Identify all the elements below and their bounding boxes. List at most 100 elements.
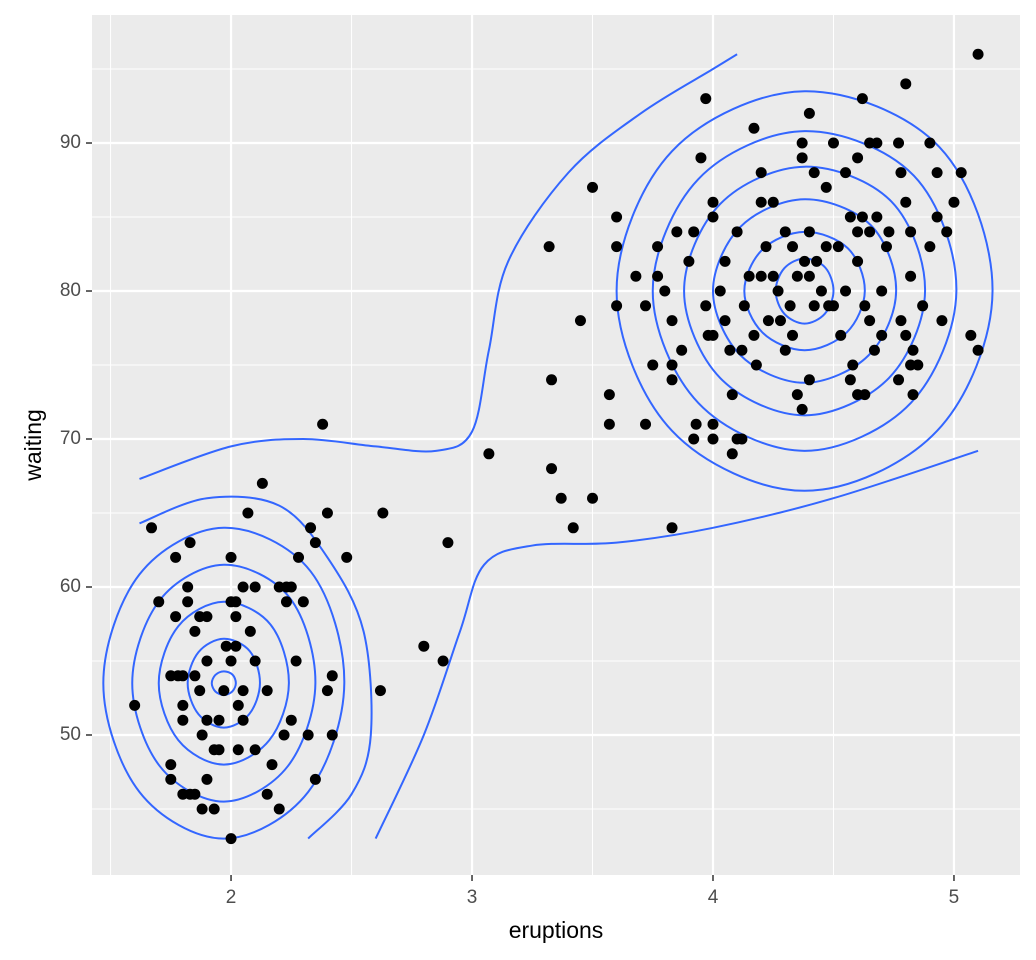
point — [726, 448, 738, 460]
point — [868, 344, 880, 356]
point — [690, 418, 702, 430]
point — [297, 596, 309, 608]
point — [182, 581, 194, 593]
point — [707, 418, 719, 430]
point — [864, 137, 876, 149]
point — [784, 300, 796, 312]
contour-line — [210, 670, 237, 697]
point — [900, 329, 912, 341]
point — [201, 655, 213, 667]
point — [225, 655, 237, 667]
point — [290, 655, 302, 667]
point — [719, 315, 731, 327]
point — [811, 255, 823, 267]
point — [603, 389, 615, 401]
point — [280, 596, 292, 608]
point — [574, 315, 586, 327]
point — [799, 255, 811, 267]
point — [815, 285, 827, 297]
point — [230, 640, 242, 652]
point — [779, 344, 791, 356]
x-tick-label: 5 — [949, 887, 960, 908]
point — [546, 374, 558, 386]
point — [230, 611, 242, 623]
point — [326, 670, 338, 682]
y-tick-label: 80 — [60, 280, 81, 301]
point — [895, 315, 907, 327]
point — [688, 226, 700, 238]
point — [803, 270, 815, 282]
point — [249, 655, 261, 667]
point — [779, 226, 791, 238]
point — [666, 359, 678, 371]
point — [630, 270, 642, 282]
point — [787, 241, 799, 253]
point — [796, 137, 808, 149]
point — [305, 522, 317, 534]
point — [177, 670, 189, 682]
point — [543, 241, 555, 253]
point — [840, 167, 852, 179]
point — [165, 773, 177, 785]
contour-line — [139, 53, 738, 480]
point — [278, 729, 290, 741]
point — [931, 167, 943, 179]
point — [237, 714, 249, 726]
point — [201, 714, 213, 726]
contour-line — [651, 130, 958, 452]
point — [864, 226, 876, 238]
point — [748, 122, 760, 134]
point — [835, 329, 847, 341]
point — [567, 522, 579, 534]
point — [840, 285, 852, 297]
point — [666, 315, 678, 327]
point — [442, 537, 454, 549]
point — [827, 137, 839, 149]
point — [302, 729, 314, 741]
point — [184, 537, 196, 549]
point — [285, 714, 297, 726]
point — [232, 699, 244, 711]
point — [893, 137, 905, 149]
point — [900, 78, 912, 90]
point — [931, 211, 943, 223]
point — [377, 507, 389, 519]
point — [611, 241, 623, 253]
contour-line — [743, 230, 866, 352]
point — [736, 344, 748, 356]
point — [225, 551, 237, 563]
point — [876, 329, 888, 341]
point — [791, 389, 803, 401]
point — [309, 537, 321, 549]
point — [707, 329, 719, 341]
point — [326, 729, 338, 741]
point — [230, 596, 242, 608]
point — [864, 315, 876, 327]
point — [647, 359, 659, 371]
point — [437, 655, 449, 667]
x-tick-label: 3 — [467, 887, 478, 908]
point — [587, 492, 599, 504]
point — [418, 640, 430, 652]
point — [244, 625, 256, 637]
point — [652, 270, 664, 282]
point — [917, 300, 929, 312]
point — [189, 625, 201, 637]
point — [700, 93, 712, 105]
point — [321, 507, 333, 519]
point — [688, 433, 700, 445]
point — [707, 196, 719, 208]
point — [907, 389, 919, 401]
x-tick-label: 4 — [708, 887, 719, 908]
point — [242, 507, 254, 519]
point — [225, 833, 237, 845]
point — [170, 551, 182, 563]
point — [731, 226, 743, 238]
point — [724, 344, 736, 356]
point — [847, 359, 859, 371]
point — [237, 581, 249, 593]
point — [924, 137, 936, 149]
point — [965, 329, 977, 341]
point — [803, 107, 815, 119]
x-tick-label: 2 — [226, 887, 237, 908]
